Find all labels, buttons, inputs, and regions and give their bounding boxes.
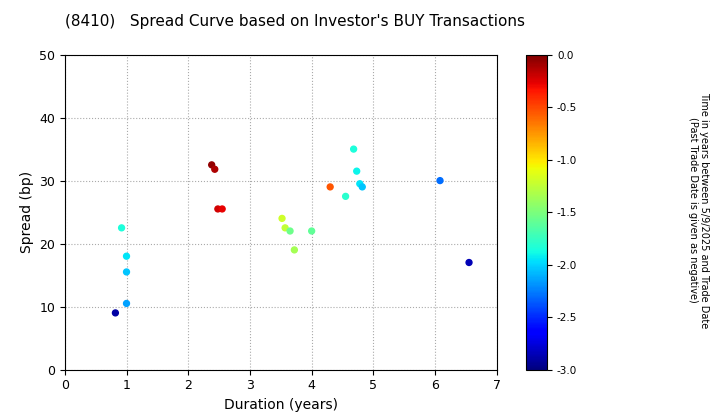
Text: Time in years between 5/9/2025 and Trade Date
(Past Trade Date is given as negat: Time in years between 5/9/2025 and Trade…	[688, 92, 709, 328]
Point	[351, 168, 362, 175]
Point	[356, 184, 368, 190]
Y-axis label: Spread (bp): Spread (bp)	[19, 171, 34, 253]
Point	[276, 215, 288, 222]
Point	[212, 205, 224, 212]
X-axis label: Duration (years): Duration (years)	[224, 398, 338, 412]
Point	[206, 161, 217, 168]
Point	[348, 146, 359, 152]
Point	[434, 177, 446, 184]
Point	[340, 193, 351, 199]
Point	[354, 181, 366, 187]
Point	[121, 269, 132, 276]
Point	[217, 205, 228, 212]
Point	[289, 247, 300, 253]
Point	[121, 300, 132, 307]
Point	[279, 224, 291, 231]
Point	[209, 166, 220, 173]
Text: (8410)   Spread Curve based on Investor's BUY Transactions: (8410) Spread Curve based on Investor's …	[65, 14, 525, 29]
Point	[116, 224, 127, 231]
Point	[306, 228, 318, 234]
Point	[121, 253, 132, 260]
Point	[109, 310, 121, 316]
Point	[284, 228, 296, 234]
Point	[325, 184, 336, 190]
Point	[463, 259, 474, 266]
